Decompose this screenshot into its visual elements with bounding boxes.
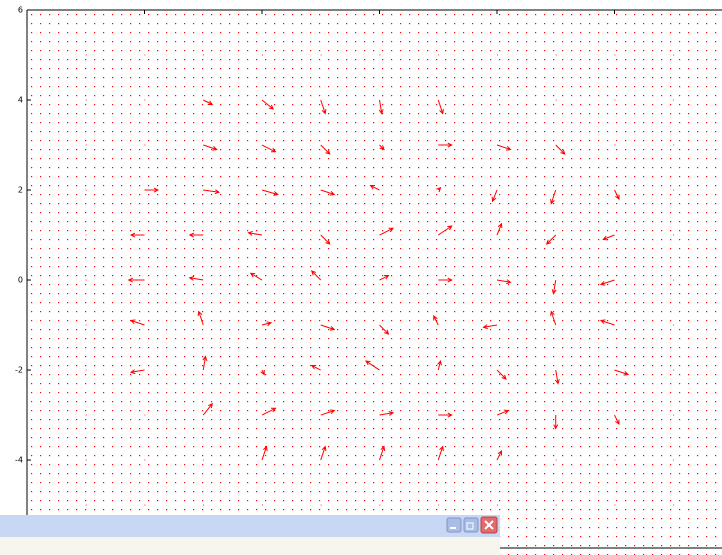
arrow	[438, 412, 453, 418]
arrow	[550, 310, 557, 326]
arrow	[365, 360, 380, 371]
arrow	[554, 369, 560, 385]
arrow	[249, 272, 263, 281]
arrow	[197, 310, 204, 326]
arrow	[496, 279, 512, 285]
minimize-button[interactable]	[446, 517, 462, 533]
arrow	[602, 234, 615, 241]
arrow	[203, 189, 221, 195]
arrow	[188, 232, 204, 238]
arrow	[320, 445, 327, 461]
arrow	[550, 189, 557, 205]
arrow	[129, 369, 145, 375]
arrow	[614, 414, 620, 426]
y-tick-label: 6	[18, 6, 23, 15]
arrow	[496, 409, 510, 416]
arrow	[599, 319, 615, 326]
arrow	[551, 279, 557, 295]
arrow	[436, 186, 442, 193]
arrow	[320, 234, 331, 245]
arrow	[320, 99, 327, 115]
arrow	[320, 409, 336, 416]
arrow	[188, 275, 204, 281]
arrow	[379, 227, 394, 236]
arrow	[129, 232, 145, 238]
arrow	[496, 450, 502, 461]
arrow	[144, 187, 160, 193]
y-tick-label: -4	[15, 456, 23, 465]
arrow	[261, 189, 279, 196]
dot-grid	[28, 11, 722, 555]
y-tick-label: 0	[18, 276, 23, 285]
y-tick-label: -2	[15, 366, 23, 375]
arrow	[379, 410, 395, 416]
restore-icon	[466, 522, 474, 530]
arrow	[129, 319, 145, 326]
y-tick-label: 2	[18, 186, 23, 195]
arrow	[203, 144, 218, 151]
arrow	[482, 324, 498, 330]
minimize-icon	[450, 527, 456, 529]
arrow	[438, 142, 453, 148]
arrow	[369, 185, 380, 191]
arrow	[555, 144, 566, 155]
arrow	[202, 355, 208, 371]
arrow	[203, 99, 214, 106]
arrow	[553, 415, 559, 430]
arrow	[247, 230, 263, 236]
close-icon	[484, 520, 494, 530]
arrow	[614, 369, 630, 376]
arrow	[379, 324, 390, 335]
arrow	[379, 144, 385, 151]
arrow	[310, 365, 321, 371]
title-bar	[0, 515, 500, 537]
arrow	[437, 99, 444, 115]
arrow	[202, 402, 213, 416]
arrow	[127, 277, 145, 283]
arrow	[320, 144, 331, 155]
arrow	[437, 445, 444, 461]
arrow	[320, 189, 336, 196]
window-body	[0, 537, 500, 555]
arrow	[378, 99, 384, 115]
y-tick-label: 4	[18, 96, 23, 105]
window-bar	[0, 515, 500, 555]
arrow	[310, 270, 322, 281]
arrow	[599, 279, 615, 286]
arrow	[496, 222, 503, 236]
arrow	[260, 369, 265, 376]
arrow	[261, 99, 275, 110]
arrow	[614, 189, 620, 201]
restore-button[interactable]	[463, 517, 479, 533]
arrow	[496, 369, 507, 380]
arrow	[496, 144, 512, 151]
arrow	[261, 445, 268, 461]
arrow	[379, 445, 386, 461]
arrow	[437, 225, 453, 236]
arrow	[261, 144, 277, 153]
arrow	[261, 321, 273, 327]
arrow	[491, 189, 498, 203]
arrow	[433, 315, 439, 326]
arrow	[379, 275, 390, 281]
arrow	[261, 407, 277, 416]
arrow	[320, 324, 336, 331]
arrow	[437, 359, 442, 371]
arrow	[545, 234, 557, 245]
arrow	[438, 277, 453, 283]
